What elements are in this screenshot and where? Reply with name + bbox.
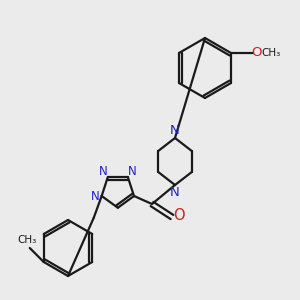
Text: N: N: [91, 190, 99, 203]
Text: CH₃: CH₃: [17, 235, 36, 245]
Text: CH₃: CH₃: [261, 48, 280, 58]
Text: O: O: [252, 46, 262, 59]
Text: N: N: [170, 124, 180, 137]
Text: O: O: [173, 208, 185, 223]
Text: N: N: [99, 165, 108, 178]
Text: N: N: [170, 185, 180, 199]
Text: N: N: [128, 165, 136, 178]
